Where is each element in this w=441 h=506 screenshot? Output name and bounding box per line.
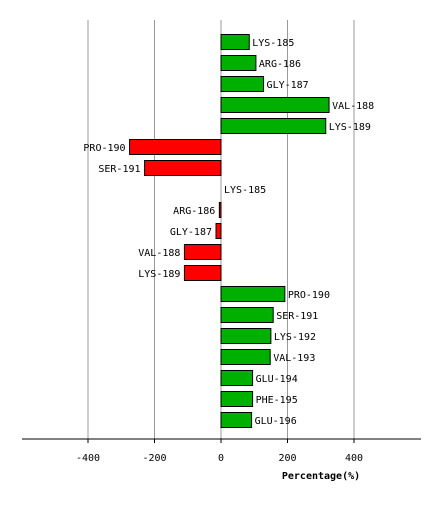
bar-label-5: PRO-190 [83,143,125,154]
bar-2 [220,76,265,92]
bar-label-16: GLU-194 [256,374,298,385]
bar-14 [220,328,272,344]
bar-labels: LYS-185 ARG-186 GLY-187 VAL-188 LYS-189 PRO-1… [83,38,374,427]
bar-10 [183,244,222,260]
bar-label-7: LYS-185 [224,185,266,196]
bar-label-9: GLY-187 [170,227,212,238]
bar-label-10: VAL-188 [138,248,180,259]
bar-label-18: GLU-196 [255,416,297,427]
x-tick-label-0: -400 [76,453,100,464]
bar-13 [220,307,274,323]
bar-label-14: LYS-192 [274,332,316,343]
bar-label-4: LYS-189 [329,122,371,133]
x-tick-label-1: -200 [142,453,166,464]
bar-17 [220,391,254,407]
x-tick-label-4: 400 [345,453,363,464]
bar-4 [220,118,327,134]
x-axis-title: Percentage(%) [282,471,360,482]
bar-1 [220,55,257,71]
bar-15 [220,349,271,365]
x-tick-label-3: 200 [278,453,296,464]
bar-label-3: VAL-188 [332,101,374,112]
bars [129,34,330,428]
bar-label-17: PHE-195 [256,395,298,406]
bar-label-8: ARG-186 [173,206,215,217]
bar-label-13: SER-191 [276,311,318,322]
bar-3 [220,97,330,113]
bar-label-15: VAL-193 [273,353,315,364]
x-tick-label-2: 0 [218,453,224,464]
bar-label-1: ARG-186 [259,59,301,70]
bar-label-2: GLY-187 [267,80,309,91]
bar-16 [220,370,254,386]
bar-9 [215,223,222,239]
bar-12 [220,286,286,302]
bar-0 [220,34,250,50]
bar-label-6: SER-191 [98,164,140,175]
bar-18 [220,412,253,428]
bar-11 [183,265,222,281]
bar-6 [144,160,222,176]
bar-label-12: PRO-190 [288,290,330,301]
bar-label-11: LYS-189 [138,269,180,280]
bar-5 [129,139,222,155]
x-axis: -400 -200 0 200 400 [22,438,421,464]
bar-label-0: LYS-185 [252,38,294,49]
bar-8 [218,202,222,218]
